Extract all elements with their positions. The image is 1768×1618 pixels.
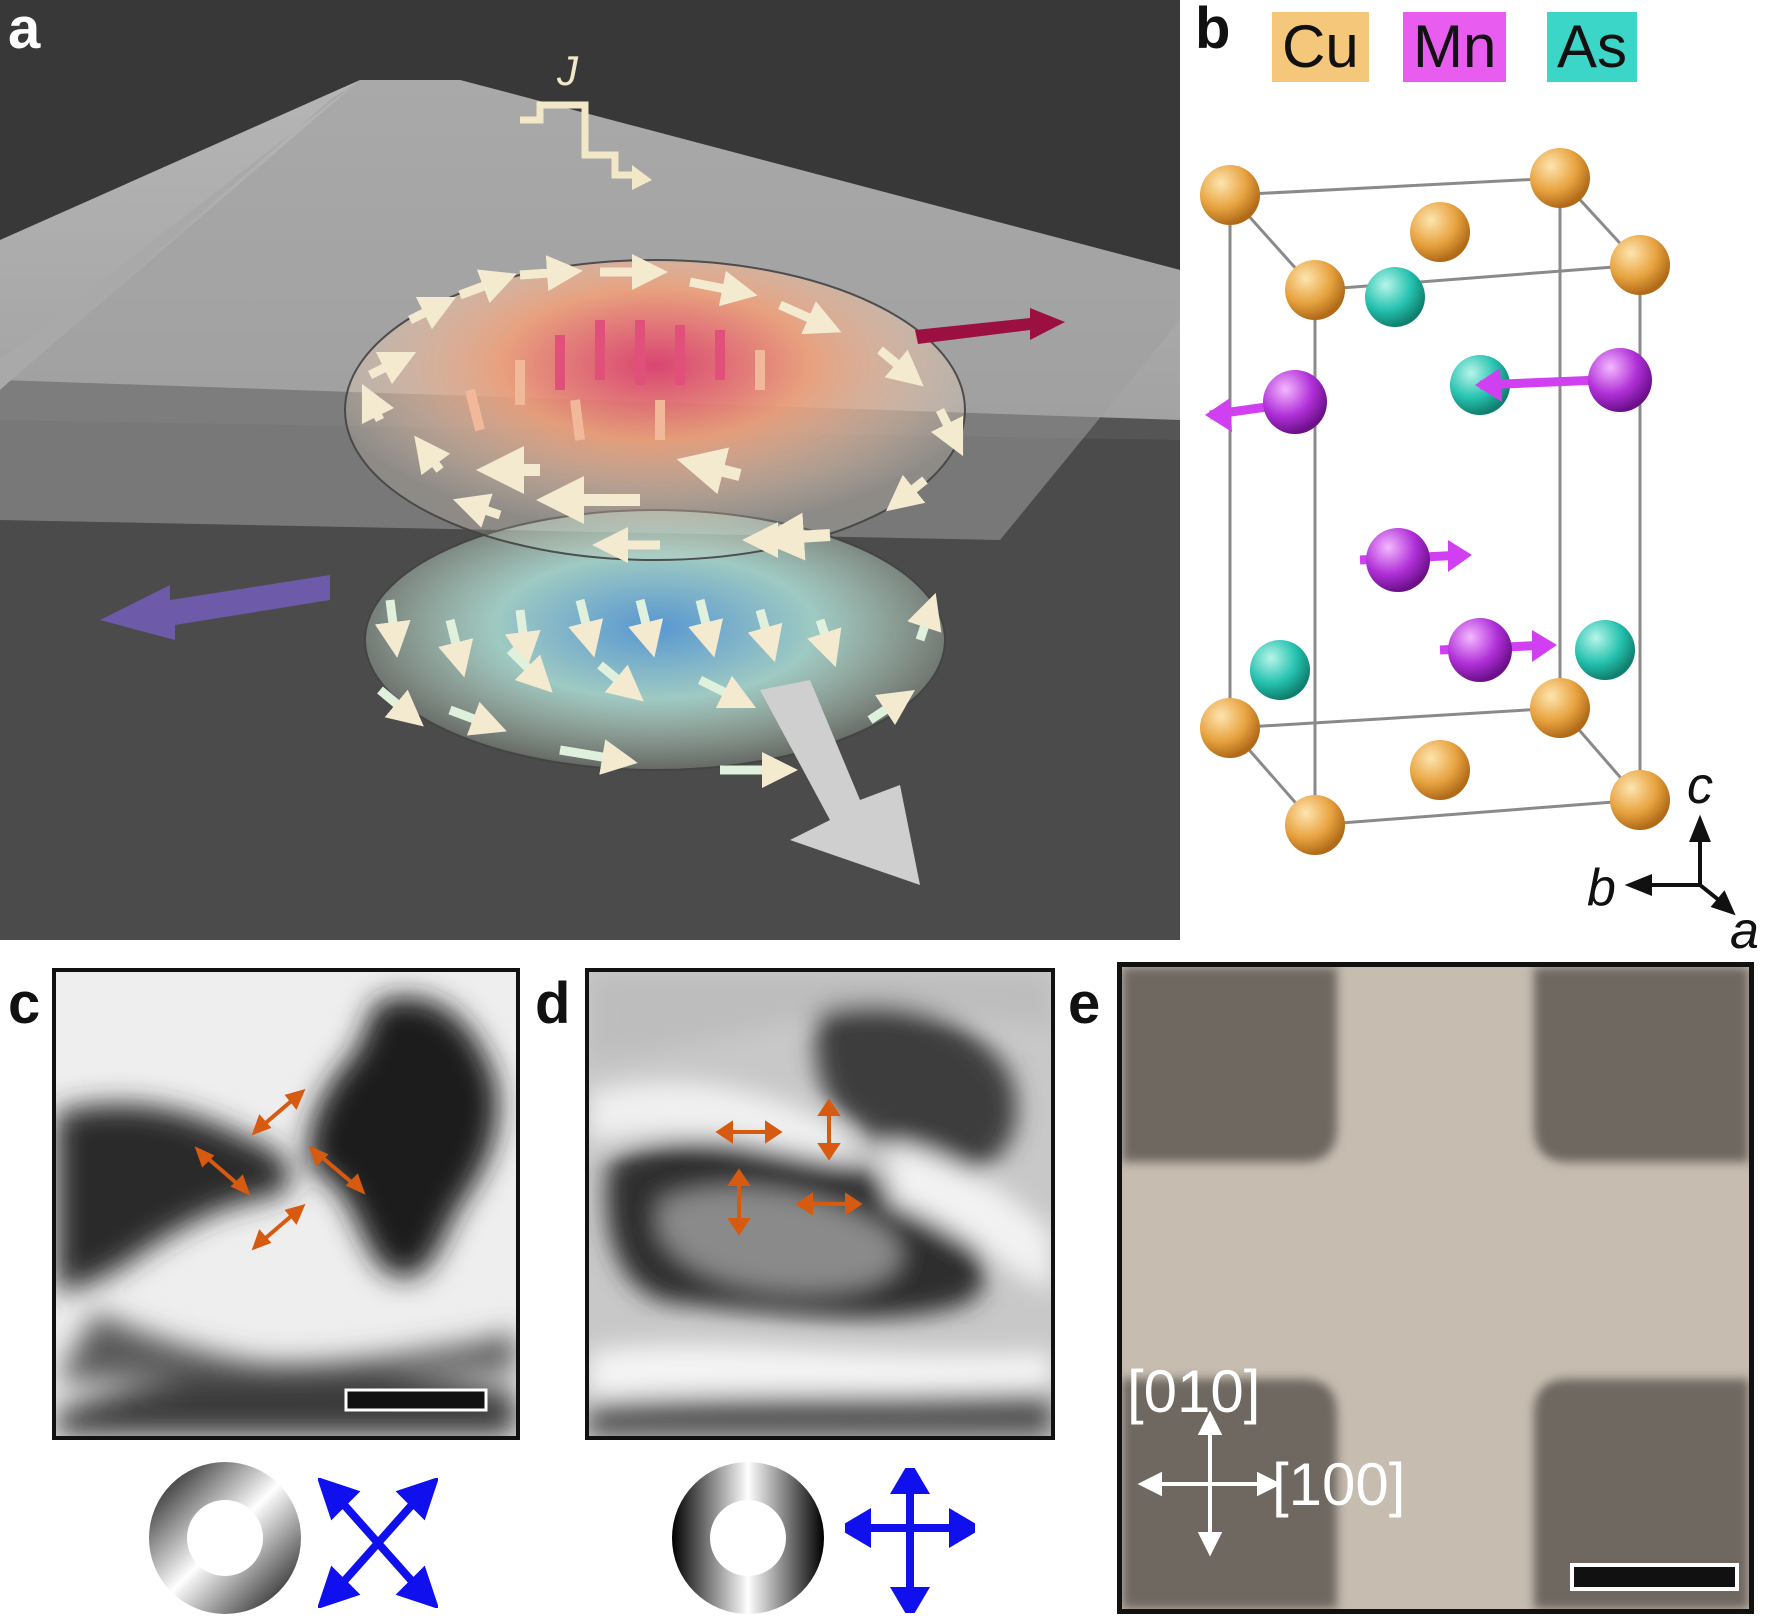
current-label: J <box>556 47 579 94</box>
panel-e-image: [010] [100] <box>1117 962 1754 1614</box>
mn-atom-right <box>1475 348 1652 412</box>
direction-label-100: [100] <box>1272 1451 1406 1518</box>
panel-letter-e: e <box>1068 971 1101 1036</box>
crystal-structure <box>1200 148 1736 916</box>
mn-atom-left <box>1205 370 1327 434</box>
scale-bar-c <box>344 1388 488 1412</box>
panel-letter-b: b <box>1195 0 1231 61</box>
panel-d-polarization-ring <box>672 1462 824 1614</box>
direction-label-010: [010] <box>1127 1358 1261 1425</box>
panel-c-polarization-ring <box>149 1462 301 1614</box>
legend-cu: Cu <box>1272 12 1369 82</box>
panel-a-illustration: J <box>0 0 1180 940</box>
panel-letter-c: c <box>8 971 41 1036</box>
axis-triad <box>1624 814 1736 916</box>
panel-d-image <box>585 968 1055 1440</box>
scale-bar-e <box>1570 1563 1739 1591</box>
panel-letter-d: d <box>535 971 571 1036</box>
panel-c-blue-cross-icon <box>318 1478 438 1608</box>
legend-as: As <box>1547 12 1638 82</box>
mn-atom-lower <box>1439 618 1557 682</box>
panel-c-contrast-map <box>56 972 516 1436</box>
direction-cross <box>1137 1410 1282 1557</box>
mn-atom-center <box>1359 528 1472 592</box>
panel-c-image <box>52 968 520 1440</box>
legend-mn: Mn <box>1403 12 1507 82</box>
panel-a: J <box>0 0 1180 940</box>
panel-d-arrows <box>715 1098 863 1236</box>
axis-a-label: a <box>1730 902 1759 960</box>
axis-c-label: c <box>1687 757 1713 815</box>
panel-letter-a: a <box>8 0 41 61</box>
panel-c-arrows <box>194 1088 488 1412</box>
panel-d-blue-plus-icon <box>845 1468 975 1613</box>
axis-b-label: b <box>1587 859 1616 917</box>
panel-e-cross-pattern <box>1122 967 1749 1609</box>
panel-b: b Cu Mn As <box>1180 0 1768 957</box>
